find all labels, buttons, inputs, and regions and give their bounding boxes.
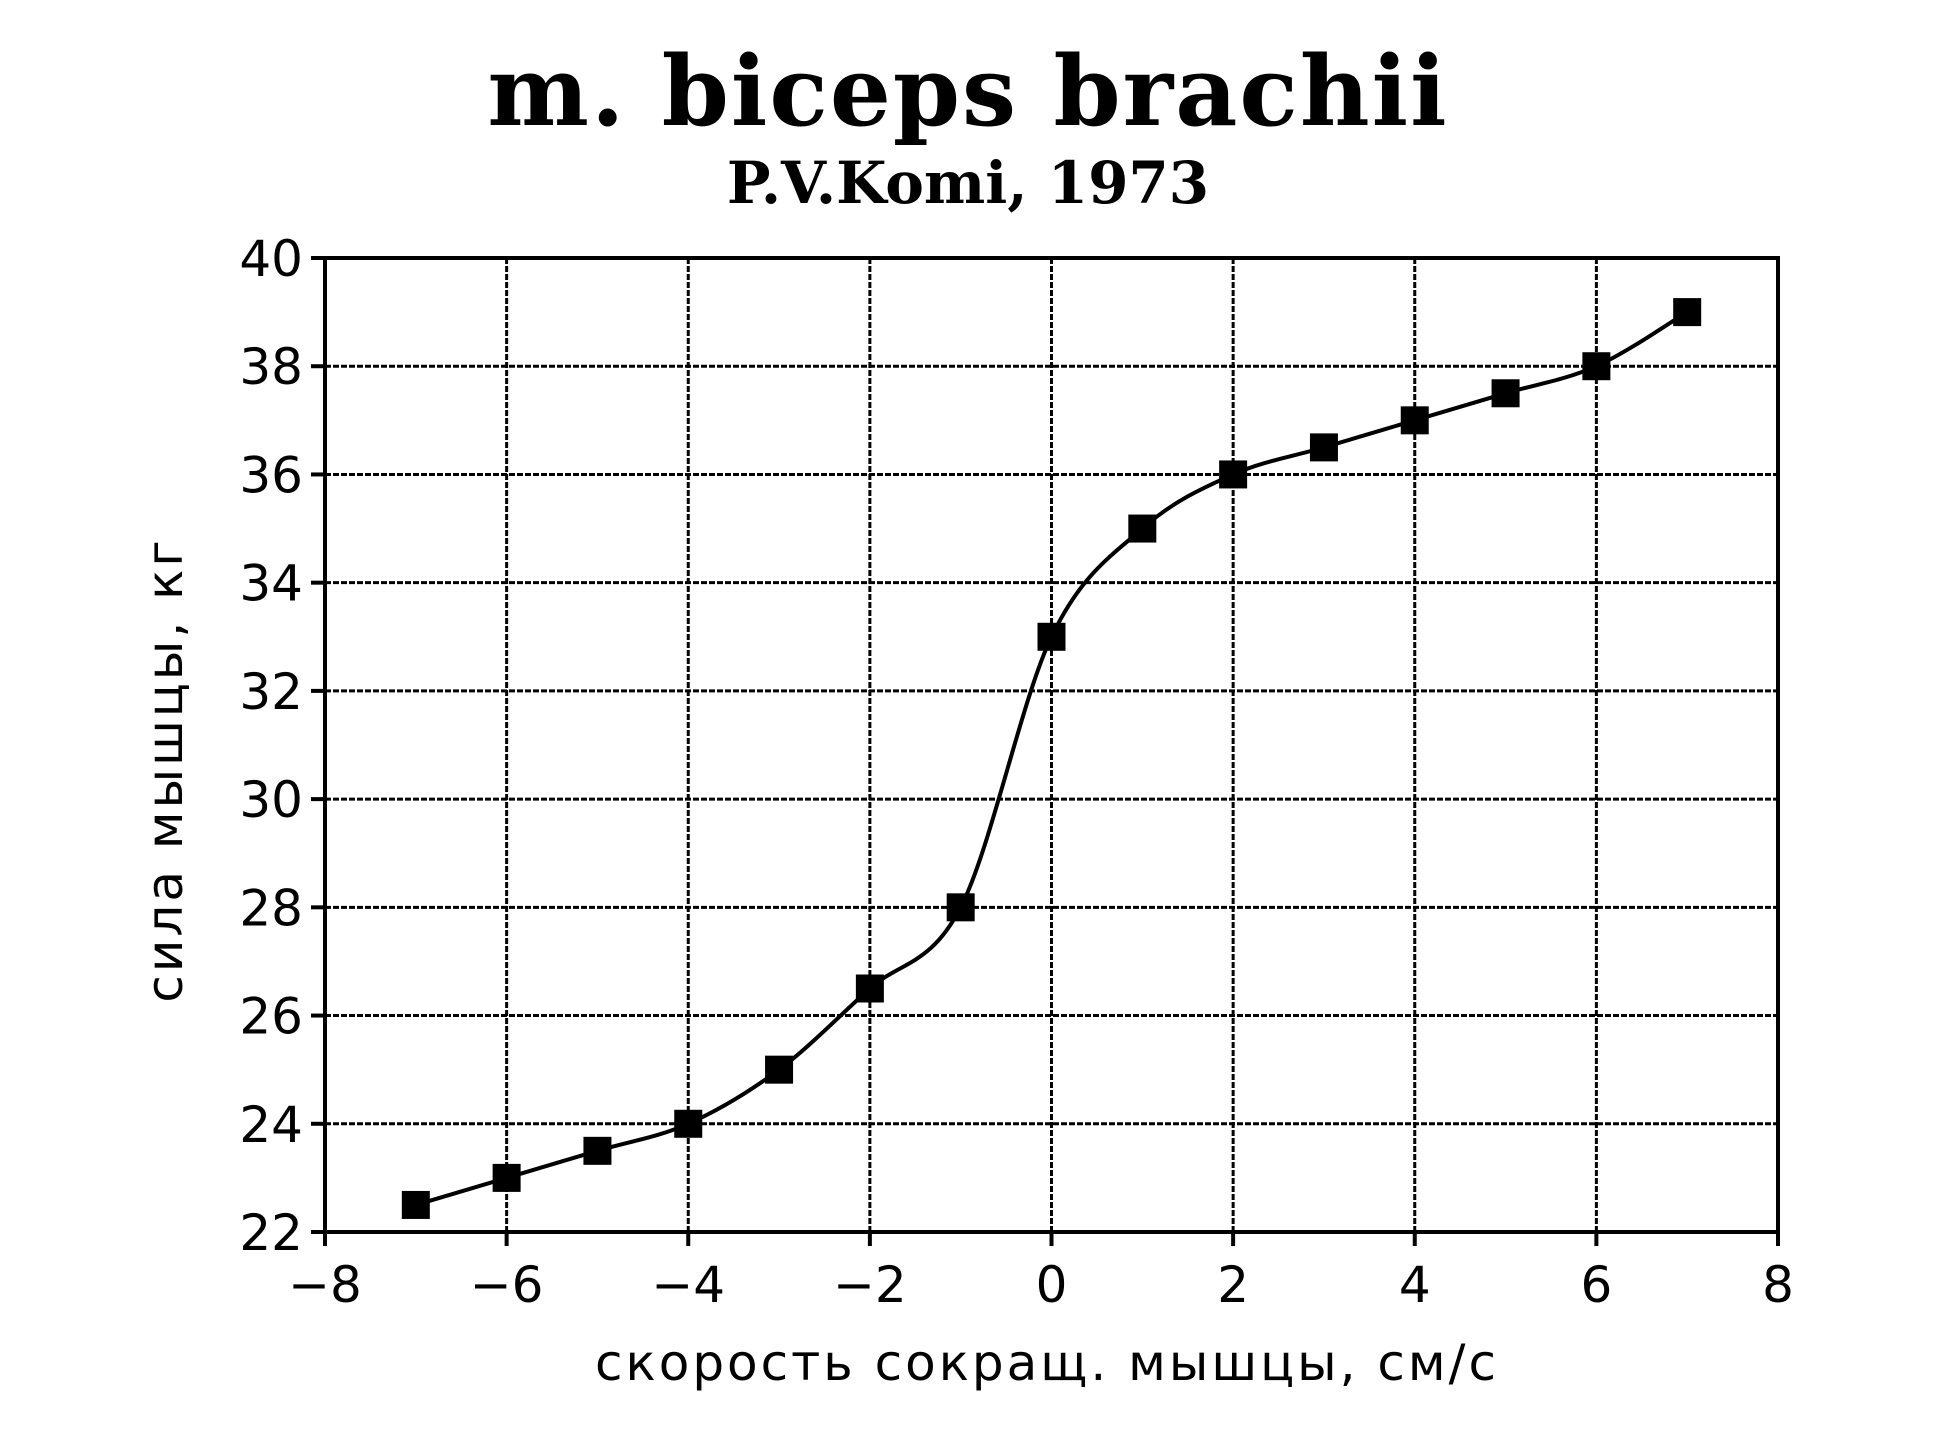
series-line (415, 310, 1689, 1207)
grid-lines (311, 256, 1780, 1246)
y-tick-label: 28 (239, 879, 303, 937)
data-point (855, 974, 884, 1003)
data-point (1128, 514, 1157, 543)
y-tick-label: 24 (239, 1096, 303, 1154)
x-tick-label: −8 (288, 1256, 362, 1314)
chart-subtitle: P.V.Komi, 1973 (727, 149, 1209, 217)
plot-frame (323, 256, 1780, 1234)
data-point (946, 893, 975, 922)
data-point (1673, 298, 1702, 327)
data-point (492, 1163, 521, 1192)
x-tick-label: 2 (1217, 1256, 1249, 1314)
x-tick-label: −6 (470, 1256, 544, 1314)
data-point (1491, 379, 1520, 408)
y-tick-label: 38 (239, 338, 303, 396)
data-point (674, 1109, 703, 1138)
x-tick-labels: −8 −6 −4 −2 0 2 4 6 8 (288, 1256, 1794, 1314)
series-layer (401, 298, 1702, 1219)
x-tick-label: −2 (833, 1256, 907, 1314)
y-tick-label: 40 (239, 230, 303, 288)
y-axis-label: сила мышцы, кг (136, 537, 194, 1002)
y-tick-label: 36 (239, 446, 303, 504)
x-tick-label: −4 (651, 1256, 725, 1314)
y-tick-label: 30 (239, 771, 303, 829)
y-tick-labels: 22 24 26 28 30 32 34 36 38 40 (239, 230, 303, 1262)
data-point (401, 1190, 430, 1219)
x-tick-label: 8 (1762, 1256, 1794, 1314)
x-tick-label: 0 (1036, 1256, 1068, 1314)
data-point (1582, 352, 1611, 381)
y-tick-label: 22 (239, 1204, 303, 1262)
data-point (1037, 622, 1066, 651)
data-point (765, 1055, 794, 1084)
y-tick-label: 32 (239, 663, 303, 721)
x-axis-label: скорость сокращ. мышцы, см/с (595, 1334, 1499, 1392)
data-point (1309, 433, 1338, 462)
x-tick-label: 6 (1580, 1256, 1612, 1314)
y-tick-label: 26 (239, 988, 303, 1046)
data-point (1219, 460, 1248, 489)
chart-title: m. biceps brachii (487, 35, 1448, 148)
data-point (583, 1136, 612, 1165)
data-point (1400, 406, 1429, 435)
y-tick-label: 34 (239, 555, 303, 613)
x-tick-label: 4 (1399, 1256, 1431, 1314)
